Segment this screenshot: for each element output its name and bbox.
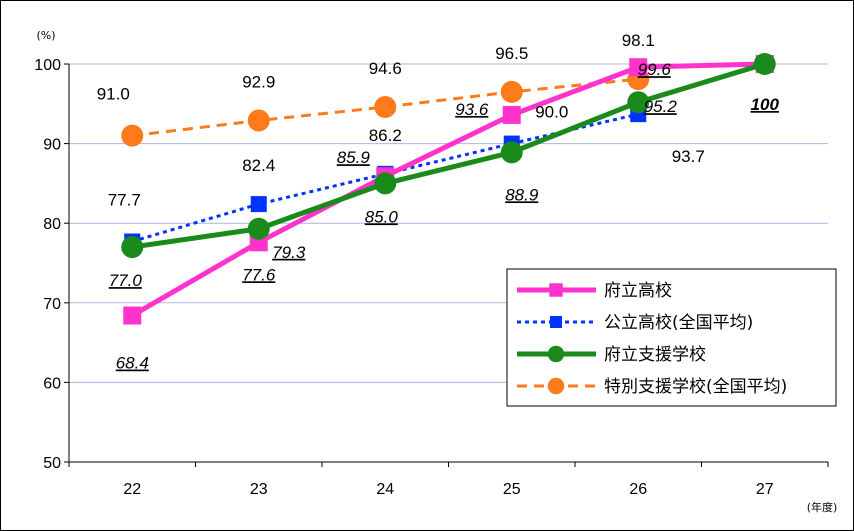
- legend-label: 府立高校: [604, 281, 672, 301]
- data-label: 93.7: [672, 147, 705, 166]
- axes: 50 60 70 80 90 100 22 23 24 25 26 27: [34, 57, 829, 498]
- y-tick-label: 90: [43, 137, 61, 154]
- data-label: 100: [751, 95, 780, 114]
- series-line: [130, 61, 765, 318]
- data-label: 98.1: [622, 31, 655, 50]
- y-tick-label: 100: [34, 57, 61, 74]
- data-label: 79.3: [272, 243, 306, 262]
- data-point: [374, 172, 397, 195]
- y-tick-label: 80: [43, 216, 61, 233]
- data-point: [247, 217, 270, 240]
- y-tick-label: 60: [43, 375, 61, 392]
- x-tick-label: 25: [503, 481, 521, 498]
- legend-label: 公立高校(全国平均): [604, 313, 753, 333]
- data-label: 99.6: [638, 60, 672, 79]
- data-labels: 91.0 92.9 94.6 96.5 98.1 77.7 82.4 86.2 90.0 93.7…: [97, 31, 780, 372]
- data-label: 77.6: [242, 265, 276, 284]
- x-tick-label: 22: [123, 481, 141, 498]
- series-group: [121, 53, 776, 325]
- data-label: 85.0: [365, 207, 399, 226]
- data-point: [121, 124, 144, 147]
- legend-label: 特別支援学校(全国平均): [604, 377, 787, 397]
- data-point: [247, 109, 270, 132]
- y-tick-label: 70: [43, 296, 61, 313]
- data-label: 86.2: [369, 126, 402, 145]
- data-point: [500, 141, 523, 164]
- y-unit-label: (%): [36, 29, 55, 42]
- data-point: [627, 91, 650, 114]
- x-unit-label: (年度): [807, 500, 838, 514]
- data-label: 93.6: [455, 100, 489, 119]
- data-point: [549, 283, 563, 297]
- x-tick-label: 23: [250, 481, 268, 498]
- data-point: [502, 105, 521, 124]
- x-tick-label: 26: [629, 481, 647, 498]
- data-point: [547, 345, 565, 363]
- data-point: [500, 80, 523, 103]
- data-label: 68.4: [116, 354, 149, 373]
- data-point: [121, 236, 144, 259]
- data-label: 90.0: [535, 103, 568, 122]
- data-label: 88.9: [505, 185, 539, 204]
- data-point: [374, 95, 397, 118]
- data-label: 82.4: [242, 156, 275, 175]
- data-point: [123, 306, 142, 325]
- data-point: [250, 196, 267, 213]
- data-point: [629, 58, 648, 77]
- x-tick-label: 24: [376, 481, 394, 498]
- data-label: 91.0: [97, 85, 130, 104]
- x-tick-label: 27: [756, 481, 774, 498]
- data-point: [547, 377, 565, 395]
- y-tick-label: 50: [43, 455, 61, 472]
- data-point: [753, 53, 776, 75]
- data-point: [550, 316, 562, 328]
- data-label: 96.5: [495, 44, 528, 63]
- data-label: 77.7: [108, 191, 141, 210]
- data-label: 95.2: [644, 97, 678, 116]
- data-label: 94.6: [369, 59, 402, 78]
- data-label: 85.9: [337, 148, 371, 167]
- legend-label: 府立支援学校: [604, 345, 706, 365]
- data-label: 77.0: [109, 271, 143, 290]
- series-line: [131, 61, 766, 250]
- data-label: 92.9: [242, 73, 275, 92]
